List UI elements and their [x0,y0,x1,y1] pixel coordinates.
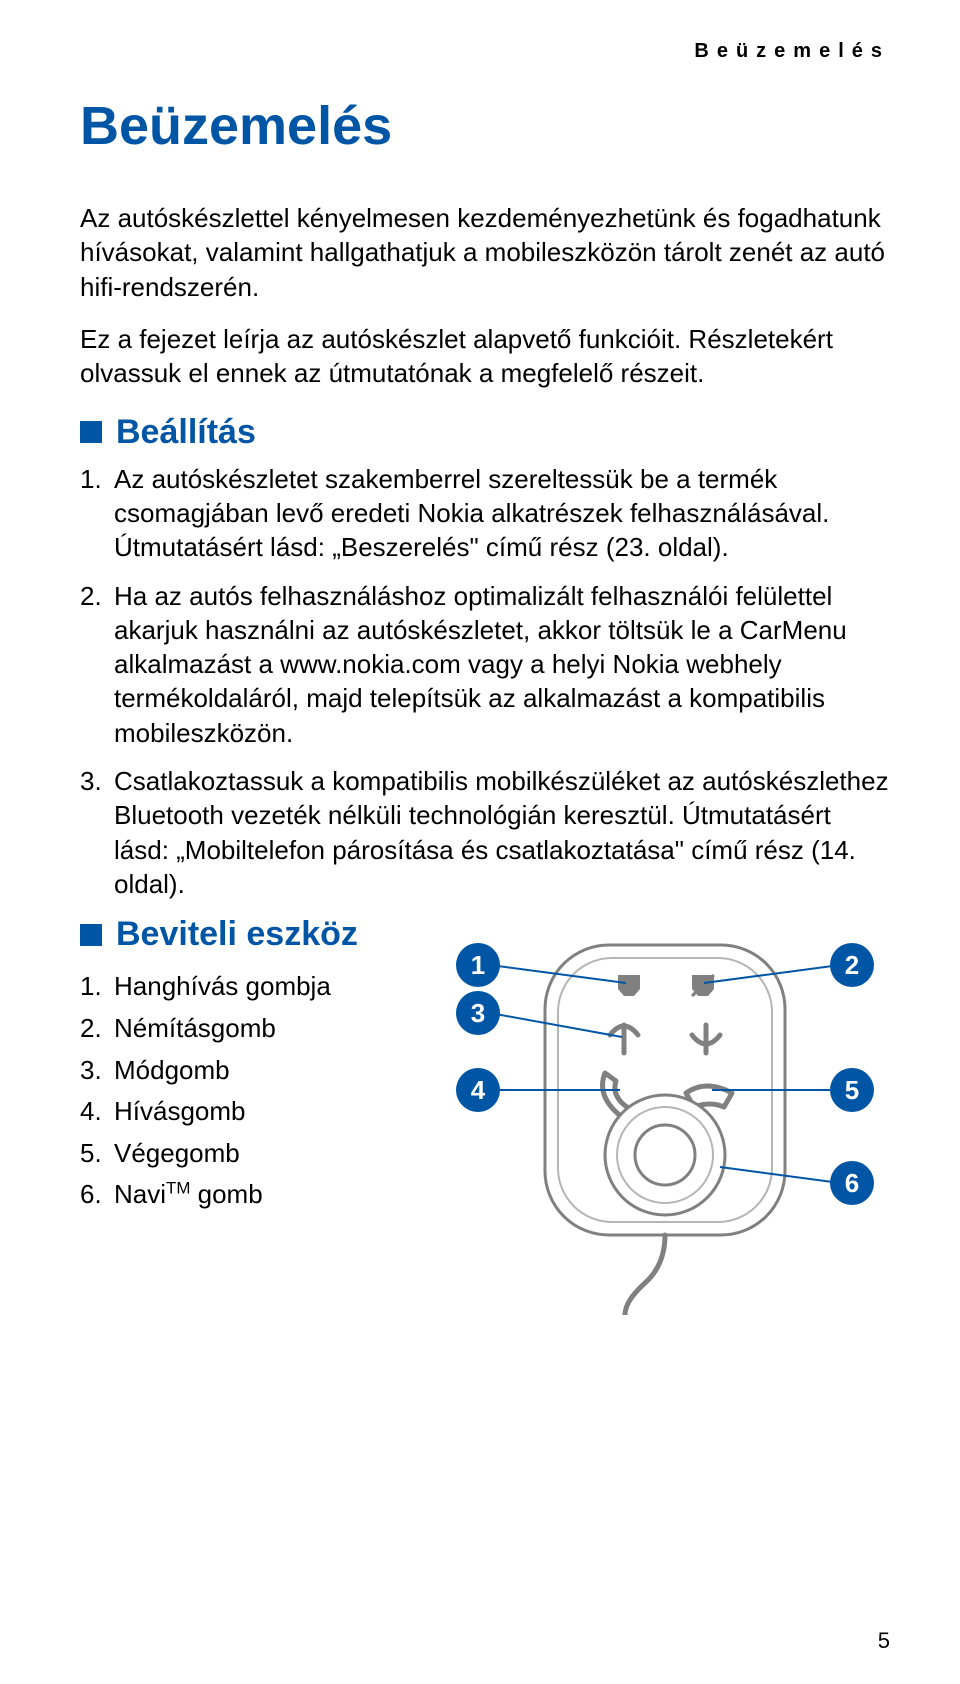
callout-4: 4 [456,1068,500,1112]
input-item-6: 6. NaviTM gomb [80,1174,440,1216]
page-number: 5 [878,1628,890,1654]
section-marker-icon [80,421,102,443]
list-text: NaviTM gomb [114,1174,440,1216]
list-text: Csatlakoztassuk a kompatibilis mobilkész… [114,764,890,901]
list-number: 1. [80,966,114,1008]
svg-text:5: 5 [845,1075,859,1105]
list-text: Némításgomb [114,1008,440,1050]
section-input-heading: Beviteli eszköz [80,915,440,954]
list-number: 6. [80,1174,114,1216]
list-text: Ha az autós felhasználáshoz optimalizált… [114,579,890,751]
input-device-list: Beviteli eszköz 1. Hanghívás gombja 2. N… [80,915,440,1216]
page-title: Beüzemelés [80,95,890,157]
svg-text:1: 1 [471,950,485,980]
section-setup-heading: Beállítás [80,413,890,452]
input-item-3: 3. Módgomb [80,1050,440,1092]
list-text: Módgomb [114,1050,440,1092]
list-number: 3. [80,1050,114,1092]
setup-item-2: 2. Ha az autós felhasználáshoz optimaliz… [80,579,890,751]
list-number: 2. [80,1008,114,1050]
setup-item-3: 3. Csatlakoztassuk a kompatibilis mobilk… [80,764,890,901]
device-diagram: 1 2 3 4 5 6 [440,915,890,1315]
input-item-1: 1. Hanghívás gombja [80,966,440,1008]
callout-3: 3 [456,991,500,1035]
list-number: 2. [80,579,114,751]
device-diagram-svg: 1 2 3 4 5 6 [450,915,880,1315]
input-item-5: 5. Végegomb [80,1133,440,1175]
svg-text:6: 6 [845,1168,859,1198]
intro-paragraph-1: Az autóskészlettel kényelmesen kezdemény… [80,201,890,304]
list-text: Az autóskészletet szakemberrel szereltes… [114,462,890,565]
list-number: 3. [80,764,114,901]
list-text: Hívásgomb [114,1091,440,1133]
list-number: 1. [80,462,114,565]
section-setup-title: Beállítás [116,413,256,452]
list-text: Hanghívás gombja [114,966,440,1008]
svg-text:4: 4 [471,1075,486,1105]
list-number: 5. [80,1133,114,1175]
section-marker-icon [80,924,102,946]
setup-item-1: 1. Az autóskészletet szakemberrel szerel… [80,462,890,565]
device-cable [625,1235,665,1315]
mute-icon [692,975,714,996]
callout-6: 6 [830,1161,874,1205]
list-text: Végegomb [114,1133,440,1175]
callout-1: 1 [456,943,500,987]
voice-call-icon [618,975,640,996]
svg-text:3: 3 [471,998,485,1028]
input-item-4: 4. Hívásgomb [80,1091,440,1133]
svg-text:2: 2 [845,950,859,980]
section-input-title: Beviteli eszköz [116,915,358,954]
input-item-2: 2. Némításgomb [80,1008,440,1050]
list-number: 4. [80,1091,114,1133]
callout-5: 5 [830,1068,874,1112]
callout-2: 2 [830,943,874,987]
navi-wheel-center [635,1125,695,1185]
running-header: Beüzemelés [80,40,890,63]
intro-paragraph-2: Ez a fejezet leírja az autóskészlet alap… [80,322,890,391]
